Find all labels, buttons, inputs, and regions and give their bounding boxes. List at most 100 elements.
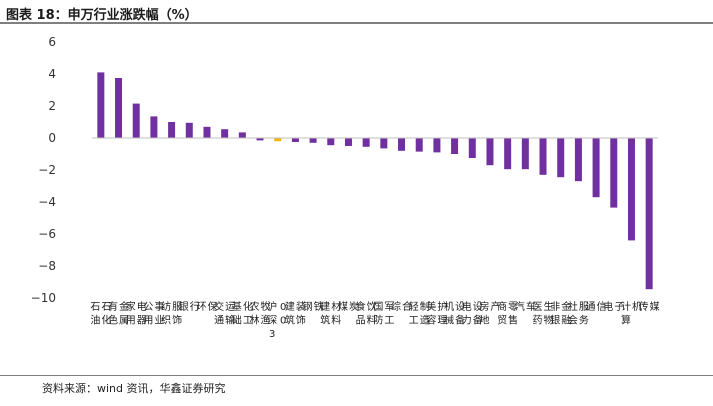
y-tick-label: 6 [48, 35, 56, 49]
svg-text:美容: 美容 [426, 300, 436, 327]
y-tick-label: −8 [38, 259, 56, 273]
svg-text:装饰: 装饰 [296, 300, 306, 327]
svg-text:保: 保 [207, 300, 217, 313]
svg-text:军工: 军工 [384, 301, 394, 327]
y-tick-label: 0 [48, 131, 56, 145]
bar-轻工制造 [415, 138, 423, 152]
svg-text:食品: 食品 [356, 300, 366, 327]
svg-text:生物: 生物 [544, 300, 554, 327]
x-tick-label: 房地产 [479, 300, 500, 327]
svg-text:机械: 机械 [444, 300, 454, 327]
y-axis: 6 4 2 0 −2 −4 −6 −8 −10 [31, 35, 56, 305]
svg-text:事业: 事业 [154, 300, 164, 327]
svg-text:环: 环 [196, 302, 206, 313]
svg-text:石化: 石化 [101, 302, 111, 327]
svg-text:轻工: 轻工 [409, 300, 419, 327]
svg-text:沪深3: 沪深 3 [267, 300, 277, 340]
y-tick-label: −6 [38, 227, 56, 241]
x-tick-label: 汽车 [515, 300, 536, 313]
x-tick-label: 传媒 [639, 301, 660, 313]
svg-text:社会: 社会 [568, 300, 578, 327]
svg-text:电: 电 [603, 300, 613, 313]
bar-非银金融 [557, 138, 565, 178]
svg-text:00: 00 [280, 302, 286, 327]
svg-text:钢: 钢 [303, 300, 313, 313]
source-note: 资料来源：wind 资讯，华鑫证券研究 [42, 382, 226, 395]
svg-text:汽: 汽 [515, 300, 525, 313]
svg-text:服饰: 服饰 [172, 301, 182, 327]
bar-通信 [592, 138, 600, 198]
svg-text:材料: 材料 [331, 300, 341, 327]
x-tick-label: 煤炭 [338, 300, 359, 313]
svg-text:商贸: 商贸 [497, 300, 507, 327]
bar-家用电器 [132, 103, 140, 138]
bar-传媒 [645, 138, 653, 290]
y-tick-label: −4 [38, 195, 56, 209]
svg-text:服务: 服务 [579, 301, 589, 327]
x-tick-label: 综合 [391, 300, 412, 313]
bar-食品饮料 [362, 138, 370, 147]
svg-text:设备: 设备 [473, 301, 483, 327]
svg-text:计算: 计算 [621, 300, 631, 327]
bar-纺织服饰 [168, 122, 176, 138]
svg-text:石油: 石油 [90, 302, 100, 327]
footer-divider [0, 375, 713, 376]
svg-text:建筑: 建筑 [320, 300, 330, 327]
bar-国防军工 [380, 138, 388, 149]
x-tick-label: 钢铁 [303, 300, 324, 313]
svg-text:通: 通 [586, 301, 596, 313]
svg-text:饮料: 饮料 [367, 300, 377, 327]
y-tick-label: 4 [48, 67, 56, 81]
bar-建筑材料 [327, 138, 335, 146]
bar-医药生物 [539, 138, 547, 175]
bar-电力设备 [468, 138, 476, 158]
svg-text:基础: 基础 [232, 300, 242, 327]
bar-公用事业 [150, 116, 158, 138]
svg-text:金融: 金融 [561, 300, 571, 327]
bar-环保 [203, 126, 211, 138]
svg-text:农林: 农林 [250, 300, 260, 327]
bar-基础化工 [238, 132, 246, 138]
svg-text:行: 行 [190, 300, 200, 313]
y-tick-label: 2 [48, 99, 56, 113]
bar-房地产 [486, 138, 494, 166]
bar-农林牧渔 [256, 138, 264, 141]
svg-text:传: 传 [639, 301, 649, 313]
svg-text:铁: 铁 [314, 300, 324, 313]
svg-text:合: 合 [402, 300, 412, 313]
x-tick-label: 通信 [586, 301, 607, 313]
svg-text:零售: 零售 [508, 301, 518, 327]
svg-text:煤: 煤 [338, 300, 348, 313]
svg-text:综: 综 [391, 300, 401, 313]
svg-text:设备: 设备 [455, 301, 465, 327]
bar-series [97, 72, 653, 290]
x-tick-label: 沪深 30 0 [267, 300, 286, 340]
svg-text:非银: 非银 [550, 301, 560, 327]
svg-text:媒: 媒 [650, 301, 660, 313]
svg-text:制造: 制造 [420, 300, 430, 327]
x-tick-label: 电子 [603, 300, 624, 313]
svg-text:医药: 医药 [533, 301, 543, 327]
svg-text:金属: 金属 [119, 300, 129, 327]
x-tick-label: 环保 [196, 300, 217, 313]
x-tick-label: 计算机 [621, 300, 642, 327]
svg-text:化工: 化工 [243, 300, 253, 327]
bar-煤炭 [344, 138, 352, 146]
bar-机械设备 [451, 138, 459, 154]
svg-text:国防: 国防 [373, 301, 383, 327]
